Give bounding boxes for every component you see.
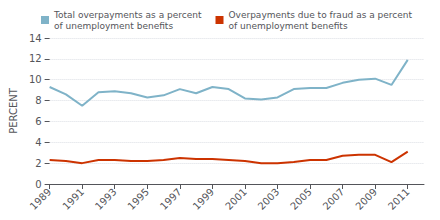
svg-text:Overpayments due to fraud as a: Overpayments due to fraud as a percent <box>229 10 413 20</box>
svg-text:14: 14 <box>29 33 42 44</box>
svg-text:2: 2 <box>35 158 41 169</box>
svg-text:1989: 1989 <box>28 186 54 212</box>
svg-text:2007: 2007 <box>321 186 347 212</box>
svg-text:1995: 1995 <box>125 186 151 212</box>
svg-text:12: 12 <box>29 53 42 64</box>
svg-text:10: 10 <box>29 74 42 85</box>
svg-text:6: 6 <box>35 116 41 127</box>
svg-text:2003: 2003 <box>256 186 282 212</box>
svg-text:4: 4 <box>35 137 41 148</box>
svg-text:1991: 1991 <box>60 186 86 212</box>
svg-text:of unemployment benefits: of unemployment benefits <box>229 21 348 31</box>
svg-text:1993: 1993 <box>93 186 119 212</box>
svg-text:1999: 1999 <box>191 186 217 212</box>
svg-text:2005: 2005 <box>288 186 314 212</box>
svg-text:2011: 2011 <box>386 186 412 212</box>
svg-text:0: 0 <box>35 179 41 190</box>
svg-text:PERCENT: PERCENT <box>8 87 19 134</box>
svg-text:8: 8 <box>35 95 41 106</box>
svg-text:1997: 1997 <box>158 186 184 212</box>
svg-text:Total overpayments as a percen: Total overpayments as a percent <box>53 10 202 20</box>
svg-text:of unemployment benefits: of unemployment benefits <box>54 21 173 31</box>
svg-text:2001: 2001 <box>223 186 249 212</box>
svg-text:2009: 2009 <box>353 186 379 212</box>
